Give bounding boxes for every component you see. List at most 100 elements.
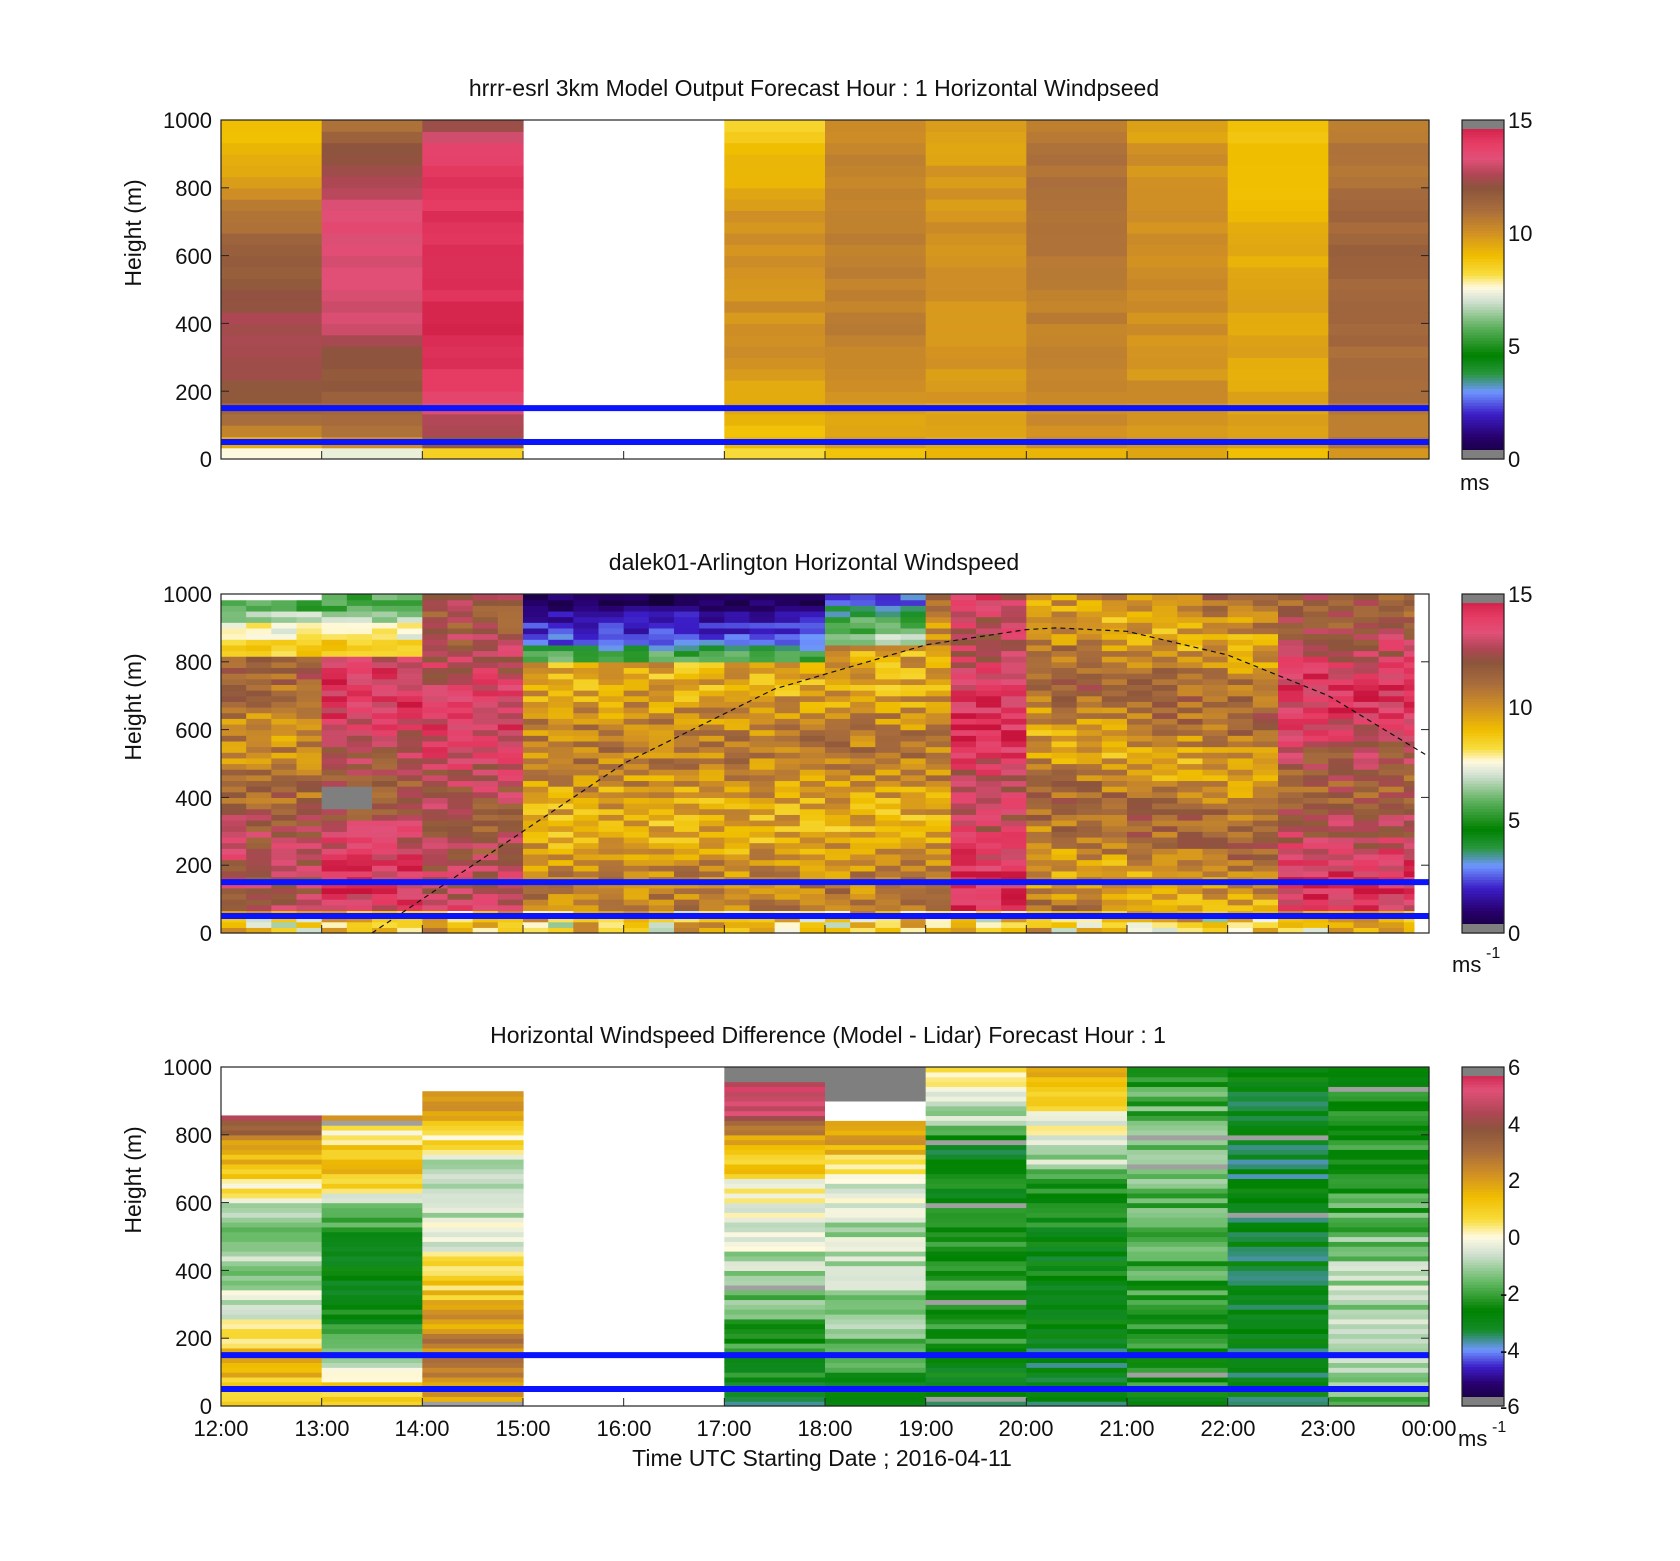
heatmap-cell <box>523 904 549 911</box>
heatmap-cell <box>573 690 600 697</box>
heatmap-cell <box>648 836 675 844</box>
heatmap-cell <box>1403 594 1415 601</box>
heatmap-cell <box>497 650 524 657</box>
heatmap-cell <box>422 712 449 719</box>
heatmap-cell <box>246 667 272 674</box>
heatmap-cell <box>1278 882 1304 889</box>
heatmap-cell <box>1378 656 1405 663</box>
heatmap-cell <box>1328 1251 1430 1257</box>
colorbar-cell <box>1462 1202 1504 1207</box>
heatmap-cell <box>825 729 851 736</box>
heatmap-cell <box>749 712 776 719</box>
heatmap-cell <box>774 712 801 719</box>
heatmap-cell <box>321 1173 423 1179</box>
heatmap-cell <box>422 1178 524 1184</box>
colorbar-cell <box>1462 1380 1504 1384</box>
heatmap-cell <box>1252 616 1279 623</box>
colorbar-cell <box>1462 357 1504 361</box>
heatmap-cell <box>1001 882 1027 889</box>
heatmap-cell <box>950 735 977 742</box>
heatmap-cell <box>422 1381 524 1388</box>
heatmap-cell <box>724 1105 826 1112</box>
heatmap-cell <box>799 605 826 612</box>
heatmap-cell <box>825 786 851 793</box>
heatmap-cell <box>1278 870 1304 878</box>
heatmap-cell <box>925 865 952 872</box>
heatmap-cell <box>925 199 1027 211</box>
heatmap-cell <box>900 808 927 815</box>
heatmap-cell <box>447 627 474 635</box>
heatmap-cell <box>1177 808 1204 815</box>
heatmap-cell <box>976 656 1002 663</box>
heatmap-cell <box>724 165 826 178</box>
heatmap-cell <box>1227 1299 1329 1305</box>
heatmap-cell <box>321 1139 423 1146</box>
colorbar-cell <box>1462 326 1504 330</box>
heatmap-cell <box>674 865 700 872</box>
heatmap-cell <box>900 656 927 663</box>
heatmap-cell <box>648 921 675 928</box>
heatmap-cell <box>724 695 751 702</box>
heatmap-cell <box>648 904 675 911</box>
heatmap-cell <box>674 904 700 911</box>
heatmap-cell <box>346 622 373 629</box>
heatmap-cell <box>623 701 650 708</box>
heatmap-cell <box>623 853 650 861</box>
heatmap-cell <box>825 1173 927 1179</box>
heatmap-cell <box>825 210 927 223</box>
heatmap-cell <box>422 1343 524 1349</box>
heatmap-cell <box>875 695 902 702</box>
heatmap-cell <box>674 639 700 646</box>
heatmap-cell <box>296 712 323 719</box>
heatmap-cell <box>1328 1226 1430 1233</box>
heatmap-cell <box>1328 622 1355 629</box>
heatmap-cell <box>1227 1202 1329 1209</box>
heatmap-cell <box>221 870 247 878</box>
heatmap-cell <box>422 803 449 810</box>
heatmap-cell <box>950 673 977 680</box>
heatmap-cell <box>900 820 927 827</box>
heatmap-cell <box>648 757 675 765</box>
heatmap-cell <box>875 678 902 685</box>
heatmap-cell <box>1026 882 1053 889</box>
heatmap-cell <box>321 735 348 742</box>
heatmap-cell <box>648 842 675 849</box>
heatmap-cell <box>1127 757 1153 765</box>
heatmap-cell <box>472 769 499 776</box>
heatmap-cell <box>925 1081 1027 1087</box>
heatmap-cell <box>1227 1275 1329 1281</box>
heatmap-cell <box>472 678 499 685</box>
heatmap-cell <box>598 644 625 652</box>
heatmap-cell <box>397 825 423 832</box>
heatmap-cell <box>950 887 977 895</box>
heatmap-cell <box>749 808 776 815</box>
heatmap-cell <box>925 1265 1027 1271</box>
heatmap-cell <box>799 916 826 923</box>
heatmap-cell <box>1152 616 1178 623</box>
heatmap-cell <box>472 712 499 719</box>
y-tick-label: 1000 <box>163 108 212 133</box>
heatmap-cell <box>221 1188 323 1194</box>
heatmap-cell <box>246 893 272 900</box>
heatmap-cell <box>548 842 574 849</box>
heatmap-cell <box>447 757 474 765</box>
heatmap-cell <box>1127 752 1153 759</box>
colorbar-cell <box>1462 1284 1504 1288</box>
colorbar-cell <box>1462 396 1504 401</box>
heatmap-cell <box>623 763 650 770</box>
heatmap-cell <box>422 233 524 245</box>
heatmap-cell <box>724 1183 826 1189</box>
heatmap-cell <box>1127 244 1229 257</box>
heatmap-cell <box>674 627 700 635</box>
heatmap-cell <box>1127 684 1153 691</box>
heatmap-cell <box>1403 599 1415 606</box>
heatmap-cell <box>623 916 650 923</box>
heatmap-cell <box>976 836 1002 844</box>
panel-2-title: dalek01-Arlington Horizontal Windspeed <box>609 549 1019 575</box>
colorbar-cell <box>1462 292 1504 296</box>
heatmap-cell <box>925 379 1027 392</box>
heatmap-cell <box>724 1192 826 1199</box>
heatmap-cell <box>1026 1362 1128 1368</box>
heatmap-cell <box>1127 610 1153 618</box>
heatmap-cell <box>548 639 574 646</box>
